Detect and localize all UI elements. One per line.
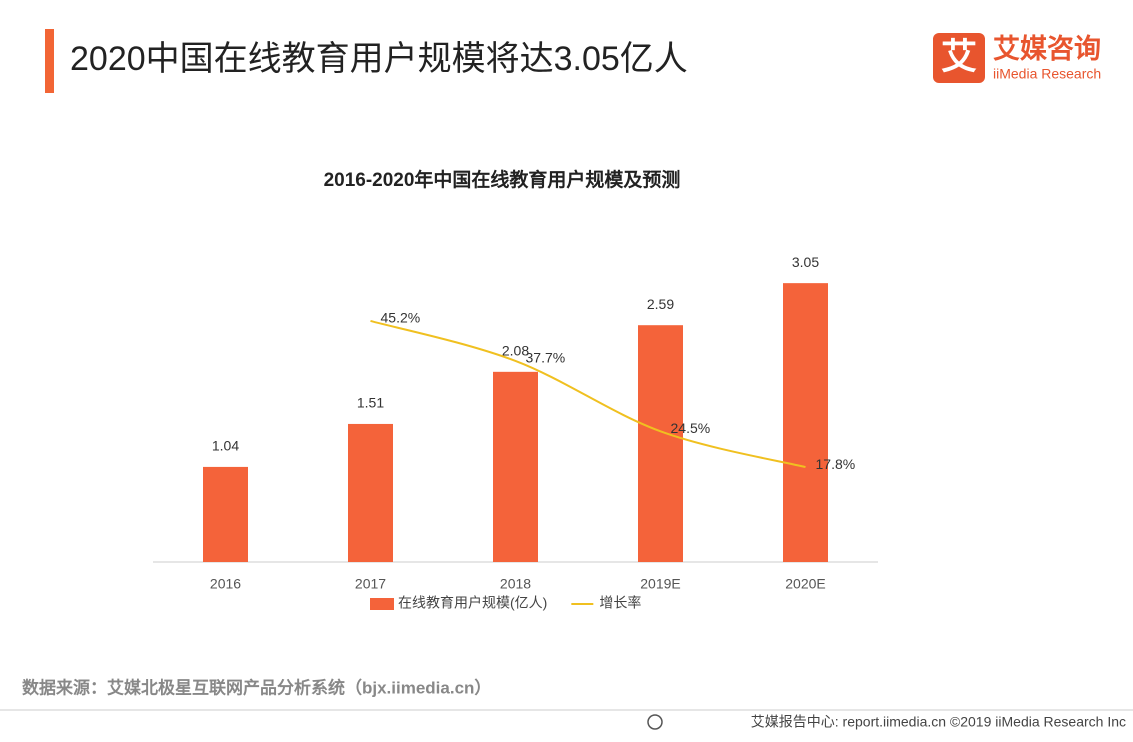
legend-label: 在线教育用户规模(亿人)	[398, 595, 547, 611]
bar-value-label: 1.04	[212, 438, 239, 454]
x-tick-label: 2016	[210, 576, 241, 592]
x-tick-label: 2017	[355, 576, 386, 592]
logo-icon: 艾	[941, 36, 977, 77]
x-tick-label: 2018	[500, 576, 531, 592]
legend-swatch	[370, 598, 394, 610]
line-value-label: 37.7%	[526, 350, 566, 366]
bar	[783, 283, 828, 562]
chart-title: 2016-2020年中国在线教育用户规模及预测	[324, 168, 681, 191]
slide-title: 2020中国在线教育用户规模将达3.05亿人	[70, 40, 688, 78]
x-tick-label: 2019E	[640, 576, 680, 592]
logo-icon-bg	[933, 33, 985, 83]
bar	[348, 423, 393, 562]
footer: 艾媒报告中心: report.iimedia.cn ©2019 iiMedia …	[751, 714, 1126, 730]
line-value-label: 17.8%	[816, 456, 856, 472]
title-accent	[45, 29, 54, 93]
bar-value-label: 3.05	[792, 254, 819, 270]
line-value-label: 45.2%	[381, 310, 421, 326]
x-tick-label: 2020E	[785, 576, 825, 592]
footer-icon	[647, 714, 663, 730]
source: 数据来源：艾媒北极星互联网产品分析系统（bjx.iimedia.cn）	[22, 677, 491, 697]
bar	[493, 371, 538, 562]
bar-value-label: 2.08	[502, 343, 529, 359]
bar	[203, 466, 248, 562]
growth-line	[370, 319, 806, 469]
bar-value-label: 2.59	[647, 296, 674, 312]
bar-value-label: 1.51	[357, 395, 384, 411]
logo-sub: iiMedia Research	[993, 66, 1101, 82]
bar	[638, 325, 683, 562]
line-value-label: 24.5%	[671, 420, 711, 436]
legend-label: 增长率	[599, 595, 641, 611]
logo-name: 艾媒咨询	[993, 33, 1101, 64]
